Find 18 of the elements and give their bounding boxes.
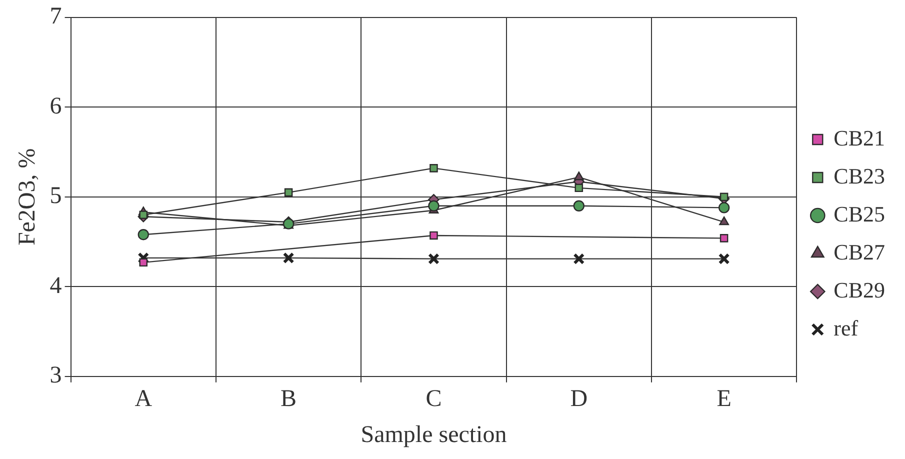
legend-label: CB23 [834, 163, 886, 188]
legend-label: CB25 [834, 201, 886, 226]
y-tick-label: 6 [50, 93, 62, 120]
y-tick-label: 5 [50, 183, 62, 210]
legend-label: CB27 [834, 239, 886, 264]
legend-label: ref [834, 315, 859, 340]
legend-label: CB21 [834, 125, 886, 150]
x-tick-label: C [426, 386, 442, 412]
y-tick-label: 4 [50, 272, 62, 299]
x-tick-label: E [716, 386, 732, 412]
legend-label: CB29 [834, 277, 886, 302]
x-tick-label: A [134, 386, 153, 412]
x-tick-label: D [570, 386, 588, 412]
x-axis-title: Sample section [360, 422, 507, 448]
y-axis-title: Fe2O3, % [14, 148, 41, 246]
y-tick-label: 7 [50, 4, 62, 30]
y-tick-label: 3 [50, 362, 62, 389]
x-tick-label: B [280, 386, 297, 412]
